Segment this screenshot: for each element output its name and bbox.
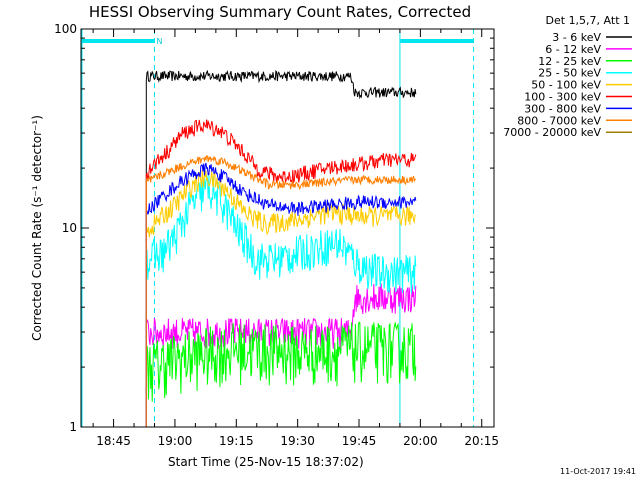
series-800-7000-kev [145, 155, 417, 427]
legend-label-7000-20000-kev: 7000 - 20000 keV [503, 126, 601, 139]
x-axis: 18:45 19:00 19:15 19:30 19:45 20:00 20:15 [92, 29, 499, 448]
series-100-300-kev [145, 119, 417, 427]
series-6-12-kev [145, 283, 417, 427]
legend-label-100-300-kev: 100 - 300 keV [524, 91, 601, 104]
x-tick-label: 20:00 [403, 434, 438, 448]
timestamp: 11-Oct-2017 19:41 [560, 467, 636, 476]
y-tick-label: 100 [54, 22, 77, 36]
y-axis-label: Corrected Count Rate (s⁻¹ detector⁻¹) [30, 115, 44, 341]
x-tick-label: 20:15 [464, 434, 499, 448]
legend-label-800-7000-kev: 800 - 7000 keV [517, 114, 601, 127]
series-3-6-kev [145, 69, 417, 427]
x-tick-label: 19:15 [219, 434, 254, 448]
legend-label-50-100-kev: 50 - 100 keV [531, 79, 601, 92]
legend-label-3-6-kev: 3 - 6 keV [552, 31, 601, 44]
y-tick-label: 1 [69, 420, 77, 434]
series-300-800-kev [145, 162, 417, 427]
x-tick-label: 19:30 [280, 434, 315, 448]
flag-label: N [156, 37, 162, 46]
legend-label-300-800-kev: 300 - 800 keV [524, 102, 601, 115]
y-axis: 1 10 100 [54, 22, 494, 434]
series-layer [145, 69, 417, 427]
legend-label-6-12-kev: 6 - 12 keV [545, 43, 601, 56]
series-12-25-kev [145, 321, 417, 427]
x-tick-label: 19:00 [158, 434, 193, 448]
y-tick-label: 10 [62, 221, 77, 235]
series-25-50-kev [145, 173, 417, 427]
legend-label-25-50-kev: 25 - 50 keV [538, 67, 601, 80]
series-50-100-kev [145, 169, 417, 427]
x-tick-label: 18:45 [96, 434, 131, 448]
legend-header: Det 1,5,7, Att 1 [546, 14, 630, 27]
chart-title: HESSI Observing Summary Count Rates, Cor… [89, 3, 471, 21]
x-tick-label: 19:45 [342, 434, 377, 448]
legend-label-12-25-kev: 12 - 25 keV [538, 55, 601, 68]
x-axis-label: Start Time (25-Nov-15 18:37:02) [168, 455, 364, 469]
